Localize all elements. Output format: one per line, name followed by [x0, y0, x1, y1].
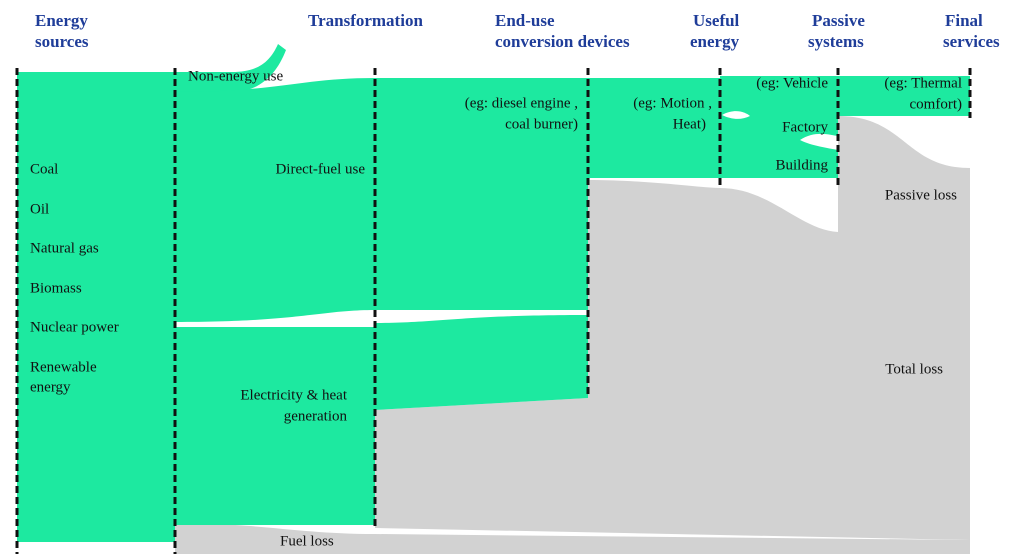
node-label: Non-energy use [188, 68, 283, 84]
node-label: Heat) [673, 116, 706, 132]
node-label: (eg: Vehicle [756, 75, 828, 91]
electricity-flow [175, 327, 375, 525]
passive-flow [720, 76, 838, 178]
node-label: (eg: diesel engine , [465, 95, 578, 111]
node-label: Fuel loss [280, 533, 334, 549]
node-label: Building [775, 157, 828, 173]
source-label: Oil [30, 201, 49, 217]
header: Final [945, 11, 983, 30]
fuel-loss-flow [175, 523, 970, 554]
final-flow [838, 76, 970, 116]
node-label: (eg: Motion , [633, 95, 712, 111]
passive-loss-flow [838, 116, 970, 232]
useful-flow [588, 78, 720, 178]
header: Passive [812, 11, 865, 30]
header: Useful [693, 11, 740, 30]
node-label: Factory [782, 119, 828, 135]
split-gap [800, 133, 838, 150]
sources-block [17, 72, 175, 542]
node-label: comfort) [910, 96, 962, 112]
node-label: Direct-fuel use [275, 161, 365, 177]
source-label: energy [30, 379, 71, 395]
source-label: Coal [30, 161, 58, 177]
node-label: (eg: Thermal [884, 75, 962, 91]
source-label: Nuclear power [30, 319, 119, 335]
header: Transformation [308, 11, 423, 30]
header: sources [35, 32, 89, 51]
source-label: Natural gas [30, 240, 99, 256]
source-label: Biomass [30, 280, 82, 296]
split-gap [722, 111, 750, 119]
source-label: Renewable [30, 359, 97, 375]
node-label: generation [284, 408, 348, 424]
non-energy-flow [175, 44, 286, 92]
direct-fuel-flow [175, 78, 588, 322]
header: End-use [495, 11, 555, 30]
loss-label: Total loss [885, 361, 943, 377]
total-loss-flow [375, 180, 970, 540]
header: Energy [35, 11, 88, 30]
electricity-end-use-flow [375, 315, 588, 410]
node-label: Electricity & heat [240, 387, 347, 403]
loss-label: Passive loss [885, 187, 957, 203]
node-label: coal burner) [505, 116, 578, 132]
header: systems [808, 32, 864, 51]
header: conversion devices [495, 32, 630, 51]
header: energy [690, 32, 740, 51]
header: services [943, 32, 1000, 51]
